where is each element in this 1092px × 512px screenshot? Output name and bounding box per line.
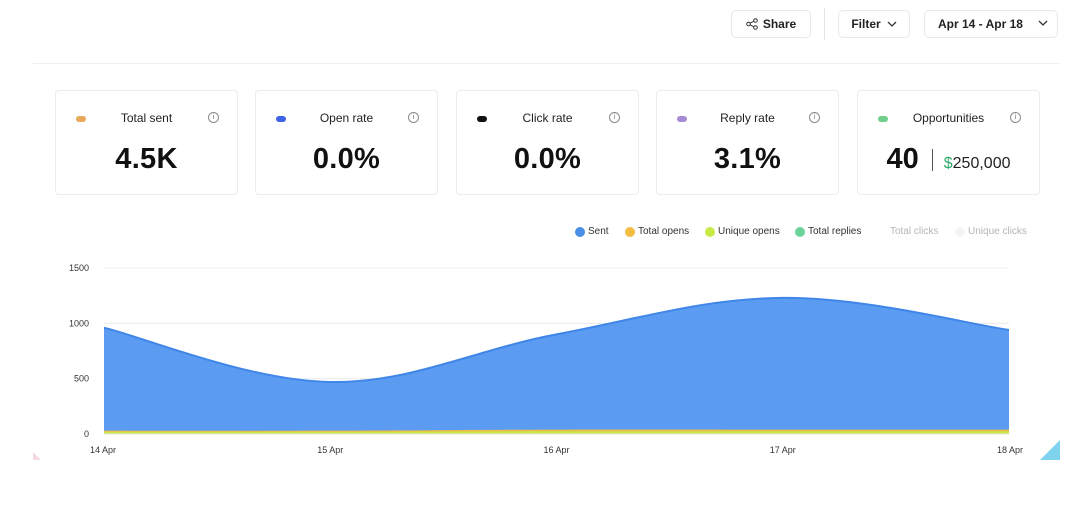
filter-button[interactable]: Filter — [838, 10, 910, 38]
legend-dot — [76, 116, 86, 122]
legend-item-total-replies[interactable]: Total replies — [795, 226, 861, 237]
filter-label: Filter — [851, 17, 881, 31]
info-icon[interactable]: i — [809, 112, 820, 123]
legend-swatch — [955, 226, 965, 237]
share-label: Share — [762, 17, 797, 31]
legend-dot — [677, 116, 687, 122]
legend-label: Total clicks — [890, 226, 939, 237]
x-tick-label: 14 Apr — [90, 445, 116, 455]
card-title: Click rate — [522, 111, 573, 125]
y-tick-label: 1000 — [69, 318, 89, 328]
value-separator — [931, 149, 933, 171]
date-range-picker[interactable]: Apr 14 - Apr 18 — [924, 10, 1058, 38]
toolbar: Share Filter Apr 14 - Apr 18 — [0, 8, 1092, 40]
legend-dot — [477, 116, 487, 122]
card-title: Total sent — [120, 111, 173, 125]
info-icon[interactable]: i — [609, 112, 620, 123]
currency-symbol: $ — [943, 155, 953, 172]
y-tick-label: 500 — [74, 374, 89, 384]
y-tick-label: 0 — [84, 429, 89, 439]
card-value: 0.0% — [312, 143, 381, 175]
legend-label: Sent — [588, 226, 609, 237]
legend-item-unique-clicks[interactable]: Unique clicks — [955, 226, 1027, 237]
x-tick-label: 18 Apr — [997, 445, 1023, 455]
opportunities-value: 40 $ 250,000 — [858, 143, 1039, 176]
card-title: Open rate — [319, 111, 374, 125]
card-value: 3.1% — [713, 143, 782, 175]
legend-swatch — [705, 226, 715, 237]
legend-swatch — [877, 226, 887, 237]
y-tick-label: 1500 — [69, 263, 89, 273]
card-value: 0.0% — [513, 143, 582, 175]
x-tick-label: 16 Apr — [543, 445, 569, 455]
stat-card-reply-rate: Reply rate i 3.1% — [656, 90, 839, 195]
header-divider — [33, 63, 1060, 64]
legend-swatch — [575, 226, 585, 237]
card-title: Opportunities — [912, 111, 985, 125]
chart-legend: Sent Total opens Unique opens Total repl… — [0, 226, 1092, 242]
legend-item-total-clicks[interactable]: Total clicks — [877, 226, 938, 237]
legend-label: Total replies — [808, 226, 862, 237]
legend-item-sent[interactable]: Sent — [575, 226, 609, 237]
legend-swatch — [625, 226, 635, 237]
card-value: 4.5K — [115, 143, 178, 175]
series-line-sent — [103, 296, 1010, 383]
stat-card-total-sent: Total sent i 4.5K — [55, 90, 238, 195]
info-icon[interactable]: i — [408, 112, 419, 123]
area-chart: 0 500 1000 1500 14 Apr 15 Apr 16 Apr 17 Apr 18 A… — [69, 263, 1023, 455]
share-button[interactable]: Share — [731, 10, 811, 38]
card-title: Reply rate — [720, 111, 775, 125]
toolbar-divider — [824, 8, 825, 40]
date-range-label: Apr 14 - Apr 18 — [938, 17, 1023, 31]
info-icon[interactable]: i — [1010, 112, 1021, 123]
legend-label: Total opens — [638, 226, 690, 237]
opportunities-amount: 250,000 — [952, 155, 1011, 172]
decorative-corner — [1040, 440, 1060, 460]
stat-card-open-rate: Open rate i 0.0% — [255, 90, 438, 195]
legend-label: Unique opens — [718, 226, 780, 237]
stat-card-opportunities: Opportunities i 40 $ 250,000 — [857, 90, 1040, 195]
opportunities-count: 40 — [886, 143, 919, 175]
stat-card-click-rate: Click rate i 0.0% — [456, 90, 639, 195]
chevron-down-icon — [1038, 20, 1048, 26]
x-tick-label: 15 Apr — [317, 445, 343, 455]
share-icon — [746, 18, 758, 30]
legend-label: Unique clicks — [968, 226, 1027, 237]
area-sent — [104, 297, 1009, 434]
info-icon[interactable]: i — [208, 112, 219, 123]
legend-item-total-opens[interactable]: Total opens — [625, 226, 689, 237]
decorative-corner — [33, 452, 41, 460]
legend-swatch — [795, 226, 805, 237]
legend-dot — [878, 116, 888, 122]
x-tick-label: 17 Apr — [770, 445, 796, 455]
chevron-down-icon — [887, 21, 897, 27]
legend-item-unique-opens[interactable]: Unique opens — [705, 226, 780, 237]
area-unique-opens — [104, 431, 1009, 434]
legend-dot — [276, 116, 286, 122]
